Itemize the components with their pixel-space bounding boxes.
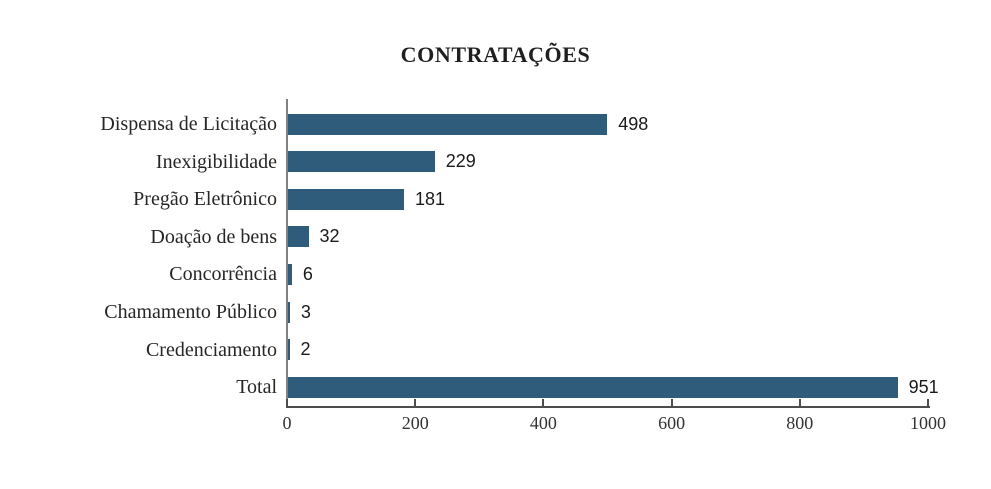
bar <box>288 151 435 173</box>
x-axis-tick-mark <box>927 399 929 406</box>
value-label: 229 <box>445 151 476 172</box>
y-axis-line <box>286 99 288 407</box>
x-axis-tick-mark <box>414 399 417 406</box>
bar <box>288 376 898 398</box>
x-axis-tick-label: 800 <box>786 413 814 433</box>
value-label: 32 <box>319 226 340 247</box>
category-label: Credenciamento <box>145 338 277 361</box>
category-label: Total <box>236 376 277 399</box>
x-axis-tick-mark <box>542 399 545 406</box>
bar <box>288 263 292 285</box>
value-label: 2 <box>300 339 311 360</box>
x-axis-tick-label: 400 <box>529 413 557 433</box>
x-axis-tick-label: 0 <box>282 413 292 433</box>
category-label: Doação de bens <box>150 225 277 248</box>
chart-title: CONTRATAÇÕES <box>400 42 591 67</box>
category-label: Concorrência <box>169 263 277 286</box>
bar <box>288 113 608 135</box>
value-label: 498 <box>618 113 649 134</box>
x-axis-tick-mark <box>670 399 673 406</box>
x-axis-tick-mark <box>798 399 801 406</box>
value-label: 951 <box>908 376 939 397</box>
category-label: Inexigibilidade <box>155 150 277 173</box>
value-label: 3 <box>300 301 311 322</box>
x-axis-tick-label: 600 <box>658 413 686 433</box>
value-label: 6 <box>302 263 313 284</box>
category-label: Pregão Eletrônico <box>133 188 277 211</box>
value-label: 181 <box>415 188 446 209</box>
x-axis-tick-label: 1000 <box>910 413 946 433</box>
bar <box>288 226 309 248</box>
bar <box>288 188 405 210</box>
bar <box>288 339 290 361</box>
x-axis-tick-mark <box>286 399 288 406</box>
x-axis-line <box>286 406 930 408</box>
x-axis-tick-label: 200 <box>401 413 429 433</box>
bar <box>288 301 290 323</box>
category-label: Dispensa de Licitação <box>100 113 277 135</box>
category-label: Chamamento Público <box>104 301 277 323</box>
